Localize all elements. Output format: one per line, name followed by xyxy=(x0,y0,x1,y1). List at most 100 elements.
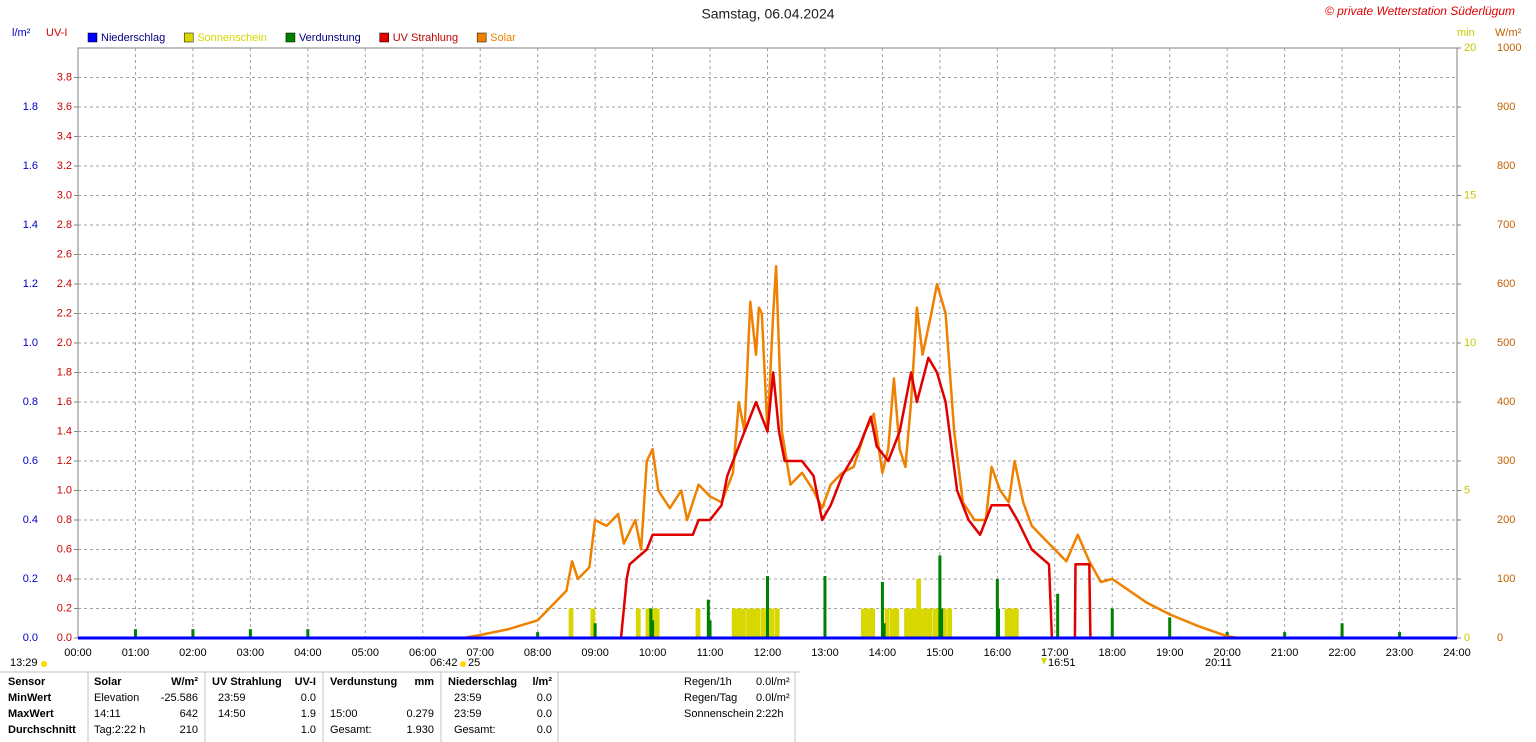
y-tick-label: 2.2 xyxy=(57,307,72,319)
y-tick-label: 0.8 xyxy=(57,514,72,526)
sunshine-bar xyxy=(894,608,900,638)
evaporation-spike xyxy=(823,576,827,638)
x-tick-label: 14:00 xyxy=(869,647,897,659)
sunshine-bar xyxy=(750,608,756,638)
sunshine-bar xyxy=(927,608,933,638)
sunshine-bar xyxy=(746,608,751,638)
evaporation-spike xyxy=(766,576,769,638)
y-tick-label: 3.6 xyxy=(57,101,72,113)
table-cell: Gesamt: xyxy=(330,724,372,736)
y-tick-label: 1.2 xyxy=(23,278,38,290)
summary-label: Regen/1h xyxy=(684,676,732,688)
axis-title: l/m² xyxy=(12,27,31,39)
table-cell: 1.0 xyxy=(301,724,316,736)
y-tick-label: 3.0 xyxy=(57,189,72,201)
evaporation-spike xyxy=(996,608,1000,638)
table-cell: 642 xyxy=(180,708,198,720)
evaporation-spike xyxy=(706,599,710,638)
sunshine-bar xyxy=(947,608,953,638)
legend-swatch xyxy=(285,32,296,43)
x-tick-label: 03:00 xyxy=(237,647,265,659)
legend-label: Solar xyxy=(490,32,516,44)
annotation: 06:42 xyxy=(430,657,458,669)
sun-icon xyxy=(41,661,47,667)
evaporation-spike xyxy=(940,608,944,638)
y-tick-label: 2.6 xyxy=(57,248,72,260)
evaporation-spike xyxy=(306,629,310,638)
sunshine-bar xyxy=(645,608,651,638)
x-tick-label: 10:00 xyxy=(639,647,667,659)
evaporation-spike xyxy=(651,620,655,638)
table-cell: Tag:2:22 h xyxy=(94,724,145,736)
table-cell: 23:59 xyxy=(454,708,482,720)
summary-value: 0.0l/m² xyxy=(756,676,790,688)
y-tick-label: 3.2 xyxy=(57,160,72,172)
sunshine-bar xyxy=(774,608,780,638)
y-tick-label: 300 xyxy=(1497,455,1515,467)
x-tick-label: 11:00 xyxy=(697,647,724,659)
x-tick-label: 07:00 xyxy=(466,647,494,659)
x-tick-label: 21:00 xyxy=(1271,647,1299,659)
y-tick-label: 0 xyxy=(1497,632,1503,644)
y-tick-label: 900 xyxy=(1497,101,1515,113)
table-cell: 23:59 xyxy=(218,692,246,704)
y-tick-label: 15 xyxy=(1464,189,1476,201)
x-tick-label: 09:00 xyxy=(581,647,609,659)
y-tick-label: 0.8 xyxy=(23,396,38,408)
y-tick-label: 0.2 xyxy=(57,602,72,614)
y-tick-label: 0 xyxy=(1464,632,1470,644)
y-tick-label: 0.6 xyxy=(57,543,72,555)
x-tick-label: 18:00 xyxy=(1098,647,1126,659)
evaporation-spike xyxy=(133,629,137,638)
x-tick-label: 23:00 xyxy=(1386,647,1414,659)
y-tick-label: 5 xyxy=(1464,484,1470,496)
table-header: UV-I xyxy=(295,676,316,688)
table-cell: Elevation xyxy=(94,692,139,704)
annotation: 16:51 xyxy=(1048,657,1076,669)
summary-value: 0.0l/m² xyxy=(756,692,790,704)
summary-label: Regen/Tag xyxy=(684,692,737,704)
sunshine-bar xyxy=(908,608,914,638)
y-tick-label: 10 xyxy=(1464,337,1476,349)
x-tick-label: 12:00 xyxy=(754,647,782,659)
summary-value: 2:22h xyxy=(756,708,784,720)
evaporation-spike xyxy=(938,555,942,638)
y-tick-label: 1.2 xyxy=(57,455,72,467)
y-tick-label: 1.0 xyxy=(23,337,38,349)
y-tick-label: 0.4 xyxy=(23,514,38,526)
y-tick-label: 1.4 xyxy=(23,219,38,231)
sunshine-bar xyxy=(918,608,924,638)
sunshine-bar xyxy=(1013,608,1019,638)
table-header: W/m² xyxy=(171,676,198,688)
x-tick-label: 16:00 xyxy=(984,647,1012,659)
y-tick-label: 2.8 xyxy=(57,219,72,231)
axis-title: W/m² xyxy=(1495,27,1522,39)
sun-icon xyxy=(460,661,466,667)
x-tick-label: 02:00 xyxy=(179,647,207,659)
y-tick-label: 1.6 xyxy=(23,160,38,172)
sunshine-bar xyxy=(1004,608,1010,638)
table-cell: MaxWert xyxy=(8,708,54,720)
y-tick-label: 2.4 xyxy=(57,278,72,290)
sunshine-bar xyxy=(654,608,660,638)
x-tick-label: 24:00 xyxy=(1443,647,1471,659)
evaporation-spike xyxy=(593,623,597,638)
evaporation-spike xyxy=(1283,632,1287,638)
y-tick-label: 1.8 xyxy=(57,366,72,378)
y-tick-label: 0.0 xyxy=(23,632,38,644)
axis-title: UV-I xyxy=(46,27,67,39)
y-tick-label: 1.0 xyxy=(57,484,72,496)
legend-label: Niederschlag xyxy=(101,32,165,44)
legend-label: Verdunstung xyxy=(299,32,361,44)
y-tick-label: 100 xyxy=(1497,573,1515,585)
y-tick-label: 1.8 xyxy=(23,101,38,113)
credit: © private Wetterstation Süderlügum xyxy=(1325,4,1515,18)
y-tick-label: 800 xyxy=(1497,160,1515,172)
evaporation-spike xyxy=(649,608,653,638)
y-tick-label: 500 xyxy=(1497,337,1515,349)
table-cell: 0.0 xyxy=(301,692,316,704)
x-tick-label: 19:00 xyxy=(1156,647,1184,659)
x-tick-label: 22:00 xyxy=(1328,647,1356,659)
y-tick-label: 1000 xyxy=(1497,42,1521,54)
